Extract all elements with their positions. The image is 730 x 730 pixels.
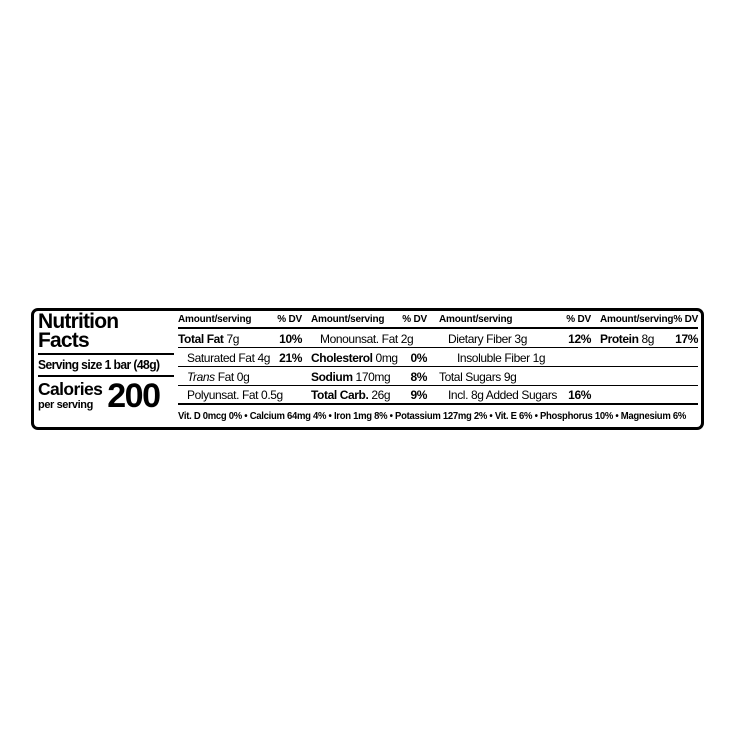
table-row-2: Saturated Fat 4g 21% Cholesterol 0mg 0% … <box>178 348 698 367</box>
percent-dv-value: 21% <box>279 351 302 365</box>
nutrient-cell-empty <box>600 402 698 403</box>
nutrient-cell-total-carb: Total Carb. 26g 9% <box>311 388 427 403</box>
title-divider <box>38 352 174 355</box>
table-row-1: Total Fat 7g 10% Monounsat. Fat 2g Dieta… <box>178 329 698 348</box>
nutrient-name: Sodium 170mg <box>311 370 391 384</box>
serving-size-text: Serving size 1 bar (48g) <box>38 357 160 372</box>
nutrient-cell-added-sugars: Incl. 8g Added Sugars 16% <box>439 388 591 403</box>
nutrient-name: Trans Fat 0g <box>187 370 250 384</box>
nutrient-name: Incl. 8g Added Sugars <box>448 388 558 402</box>
percent-dv-label: % DV <box>673 313 699 325</box>
nutrition-facts-title: Nutrition Facts <box>38 311 174 353</box>
nutrient-cell-saturated-fat: Saturated Fat 4g 21% <box>178 351 302 366</box>
serving-divider <box>38 374 174 378</box>
nutrient-table: Amount/serving % DV Amount/serving % DV … <box>176 311 701 427</box>
nutrient-cell-cholesterol: Cholesterol 0mg 0% <box>311 351 427 366</box>
nutrient-name: Dietary Fiber 3g <box>448 332 527 346</box>
percent-dv-value: 17% <box>675 332 698 346</box>
micronutrients-row: Vit. D 0mcg 0% • Calcium 64mg 4% • Iron … <box>178 405 698 427</box>
label-left-panel: Nutrition Facts Serving size 1 bar (48g)… <box>34 311 176 427</box>
nutrient-name: Polyunsat. Fat 0.5g <box>187 388 283 402</box>
nutrient-name: Total Sugars 9g <box>439 370 517 384</box>
nutrient-cell-trans-fat: Trans Fat 0g <box>178 370 302 385</box>
column-header-4: Amount/serving % DV <box>600 314 698 326</box>
percent-dv-value: 16% <box>568 388 591 402</box>
percent-dv-value: 0% <box>410 351 427 365</box>
percent-dv-value: 9% <box>410 388 427 402</box>
nutrient-name: Insoluble Fiber 1g <box>457 351 546 365</box>
calories-value: 200 <box>107 377 161 416</box>
title-line-1: Nutrition <box>38 311 119 333</box>
column-header-1: Amount/serving % DV <box>178 314 302 326</box>
nutrient-cell-sodium: Sodium 170mg 8% <box>311 370 427 385</box>
nutrient-name: Saturated Fat 4g <box>187 351 270 365</box>
title-line-2: Facts <box>38 329 90 353</box>
nutrient-cell-empty <box>600 384 698 385</box>
nutrient-cell-dietary-fiber: Dietary Fiber 3g 12% <box>439 332 591 347</box>
nutrition-facts-label: Nutrition Facts Serving size 1 bar (48g)… <box>31 308 704 430</box>
nutrient-name: Protein 8g <box>600 332 655 346</box>
calories-labels: Calories per serving <box>38 379 103 411</box>
column-header-3: Amount/serving % DV <box>439 314 591 326</box>
amount-serving-label: Amount/serving <box>439 313 513 325</box>
calories-sublabel: per serving <box>38 398 93 411</box>
table-row-3: Trans Fat 0g Sodium 170mg 8% Total Sugar… <box>178 367 698 386</box>
nutrient-cell-empty <box>600 365 698 366</box>
amount-serving-label: Amount/serving <box>311 313 385 325</box>
percent-dv-label: % DV <box>277 313 302 325</box>
column-header-2: Amount/serving % DV <box>311 314 427 326</box>
nutrient-cell-monounsat-fat: Monounsat. Fat 2g <box>311 332 427 347</box>
nutrient-name: Total Carb. 26g <box>311 388 391 402</box>
percent-dv-value: 12% <box>568 332 591 346</box>
nutrient-name: Monounsat. Fat 2g <box>320 332 414 346</box>
calories-section: Calories per serving 200 <box>38 377 174 416</box>
percent-dv-value: 10% <box>279 332 302 346</box>
nutrient-cell-total-fat: Total Fat 7g 10% <box>178 332 302 347</box>
calories-label: Calories <box>38 379 103 400</box>
percent-dv-label: % DV <box>402 313 427 325</box>
nutrient-cell-protein: Protein 8g 17% <box>600 332 698 347</box>
nutrient-cell-insoluble-fiber: Insoluble Fiber 1g <box>439 351 591 366</box>
nutrient-cell-total-sugars: Total Sugars 9g <box>439 370 591 385</box>
amount-serving-label: Amount/serving <box>178 313 252 325</box>
nutrient-name: Total Fat 7g <box>178 332 239 346</box>
nutrient-cell-polyunsat-fat: Polyunsat. Fat 0.5g <box>178 388 302 403</box>
nutrient-name: Cholesterol 0mg <box>311 351 398 365</box>
amount-serving-label: Amount/serving <box>600 313 674 325</box>
table-header-row: Amount/serving % DV Amount/serving % DV … <box>178 312 698 329</box>
micronutrients-text: Vit. D 0mcg 0% • Calcium 64mg 4% • Iron … <box>178 410 687 422</box>
percent-dv-value: 8% <box>410 370 427 384</box>
percent-dv-label: % DV <box>566 313 591 325</box>
table-row-4: Polyunsat. Fat 0.5g Total Carb. 26g 9% I… <box>178 386 698 405</box>
